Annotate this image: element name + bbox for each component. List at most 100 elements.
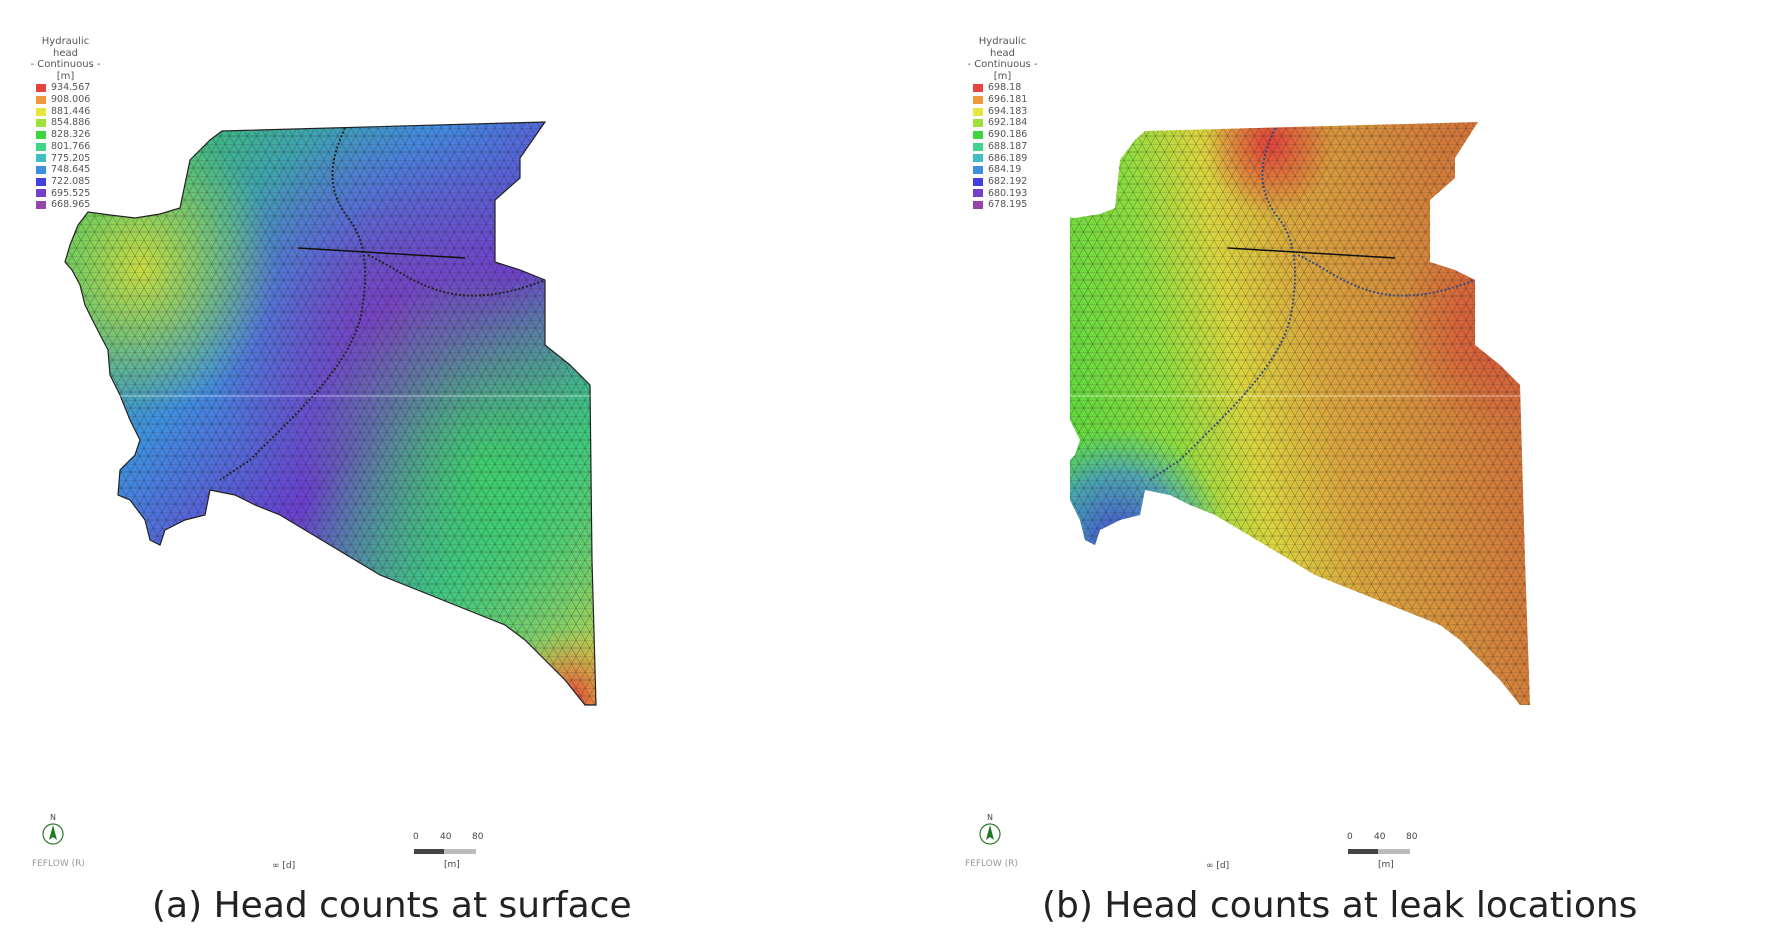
head-map-surface: [64, 121, 597, 706]
map-fill-leak: [1070, 122, 1530, 705]
legend-unit: [m]: [993, 70, 1012, 82]
legend-entry: 682.192: [973, 176, 1040, 188]
legend-value: 686.189: [988, 152, 1028, 164]
legend-entry: 934.567: [36, 82, 103, 94]
legend-swatch: [36, 201, 46, 210]
legend: Hydraulic head - Continuous - [m] 698.18…: [965, 36, 1040, 211]
caption: (b) Head counts at leak locations: [1042, 885, 1638, 926]
north-label: N: [50, 813, 56, 822]
legend-title: Hydraulic head: [978, 36, 1027, 59]
legend-value: 934.567: [51, 82, 91, 94]
legend-swatch: [973, 166, 983, 175]
scale-tick: 0: [1347, 832, 1353, 842]
river-channel: [219, 127, 367, 481]
scale-bar: 0 40 80 [m]: [1347, 832, 1438, 872]
legend-swatch: [36, 189, 46, 198]
legend-entry: 828.326: [36, 129, 103, 141]
legend-swatch: [36, 84, 46, 93]
scale-tick: 40: [1374, 832, 1386, 842]
legend-value: 695.525: [51, 187, 91, 199]
legend-value: 722.085: [51, 175, 91, 187]
legend-swatch: [973, 177, 983, 186]
scale-bar: 0 40 80 [m]: [413, 832, 504, 872]
well-line: [1227, 247, 1396, 259]
legend-swatch: [973, 130, 983, 139]
legend-entry: 684.19: [973, 164, 1040, 176]
legend-entry: 678.195: [973, 199, 1040, 211]
panel-leak: Hydraulic head - Continuous - [m] 698.18…: [965, 0, 1783, 948]
legend-value: 854.886: [51, 117, 91, 129]
legend-swatch: [36, 154, 46, 163]
legend-swatch: [973, 201, 983, 210]
north-arrow: N: [975, 813, 1005, 850]
legend-entry: 680.193: [973, 188, 1040, 200]
legend-subtitle: - Continuous -: [967, 59, 1038, 71]
scale-unit: [m]: [1378, 860, 1394, 870]
legend-swatch: [973, 107, 983, 116]
legend-value: 678.195: [988, 199, 1028, 211]
legend-entry: 881.446: [36, 106, 103, 118]
scale-tick: 0: [413, 832, 419, 842]
legend-entry: 801.766: [36, 141, 103, 153]
tributary-channel: [367, 254, 546, 297]
legend-swatch: [36, 107, 46, 116]
legend-swatch: [973, 189, 983, 198]
legend-swatch: [36, 142, 46, 151]
scale-tick: 80: [1406, 832, 1418, 842]
legend-entry: 854.886: [36, 117, 103, 129]
north-label: N: [987, 813, 993, 822]
compass-icon: [42, 823, 64, 845]
panel-surface: Hydraulic head - Continuous - [m] 934.56…: [28, 36, 632, 926]
tributary-channel: [1297, 254, 1476, 297]
legend-swatch: [973, 119, 983, 128]
legend-value: 881.446: [51, 105, 91, 117]
north-arrow: N: [38, 813, 68, 850]
time-label: ∞ [d]: [272, 861, 296, 871]
legend-value: 801.766: [51, 140, 91, 152]
legend-value: 828.326: [51, 129, 91, 141]
legend-swatch: [973, 84, 983, 93]
scale-unit: [m]: [444, 860, 460, 870]
legend-swatch: [36, 130, 46, 139]
legend-value: 692.184: [988, 117, 1028, 129]
domain-boundary: [64, 121, 597, 706]
legend-swatch: [36, 119, 46, 128]
legend-value: 680.193: [988, 187, 1028, 199]
map-fill-surface: [65, 122, 596, 705]
river-channel: [1149, 127, 1297, 481]
brand-label: FEFLOW (R): [32, 859, 85, 869]
brand-label: FEFLOW (R): [965, 859, 1018, 869]
legend-value: 908.006: [51, 94, 91, 106]
legend-entry: 695.525: [36, 188, 103, 200]
legend-entry: 908.006: [36, 94, 103, 106]
legend-value: 775.205: [51, 152, 91, 164]
legend-entry: 692.184: [973, 117, 1040, 129]
legend-value: 688.187: [988, 140, 1028, 152]
caption: (a) Head counts at surface: [152, 885, 632, 926]
scale-tick: 40: [440, 832, 452, 842]
legend-value: 694.183: [988, 105, 1028, 117]
legend-entry: 748.645: [36, 164, 103, 176]
legend-value: 668.965: [51, 199, 91, 211]
legend-value: 684.19: [988, 164, 1022, 176]
legend-swatch: [973, 154, 983, 163]
time-label: ∞ [d]: [1206, 861, 1230, 871]
legend-entry: 722.085: [36, 176, 103, 188]
legend-entry: 668.965: [36, 199, 103, 211]
legend-value: 698.18: [988, 82, 1022, 94]
legend-entry: 694.183: [973, 106, 1040, 118]
legend-swatch: [36, 177, 46, 186]
well-line: [297, 247, 466, 259]
head-map-leak: [1070, 122, 1530, 705]
legend-entry: 775.205: [36, 153, 103, 165]
legend-entry: 698.18: [973, 82, 1040, 94]
legend-entry: 690.186: [973, 129, 1040, 141]
legend: Hydraulic head - Continuous - [m] 934.56…: [28, 36, 103, 211]
legend-unit: [m]: [56, 70, 75, 82]
legend-value: 682.192: [988, 175, 1028, 187]
legend-swatch: [36, 95, 46, 104]
legend-title: Hydraulic head: [41, 36, 90, 59]
legend-entry: 688.187: [973, 141, 1040, 153]
legend-entry: 686.189: [973, 153, 1040, 165]
legend-value: 696.181: [988, 94, 1028, 106]
